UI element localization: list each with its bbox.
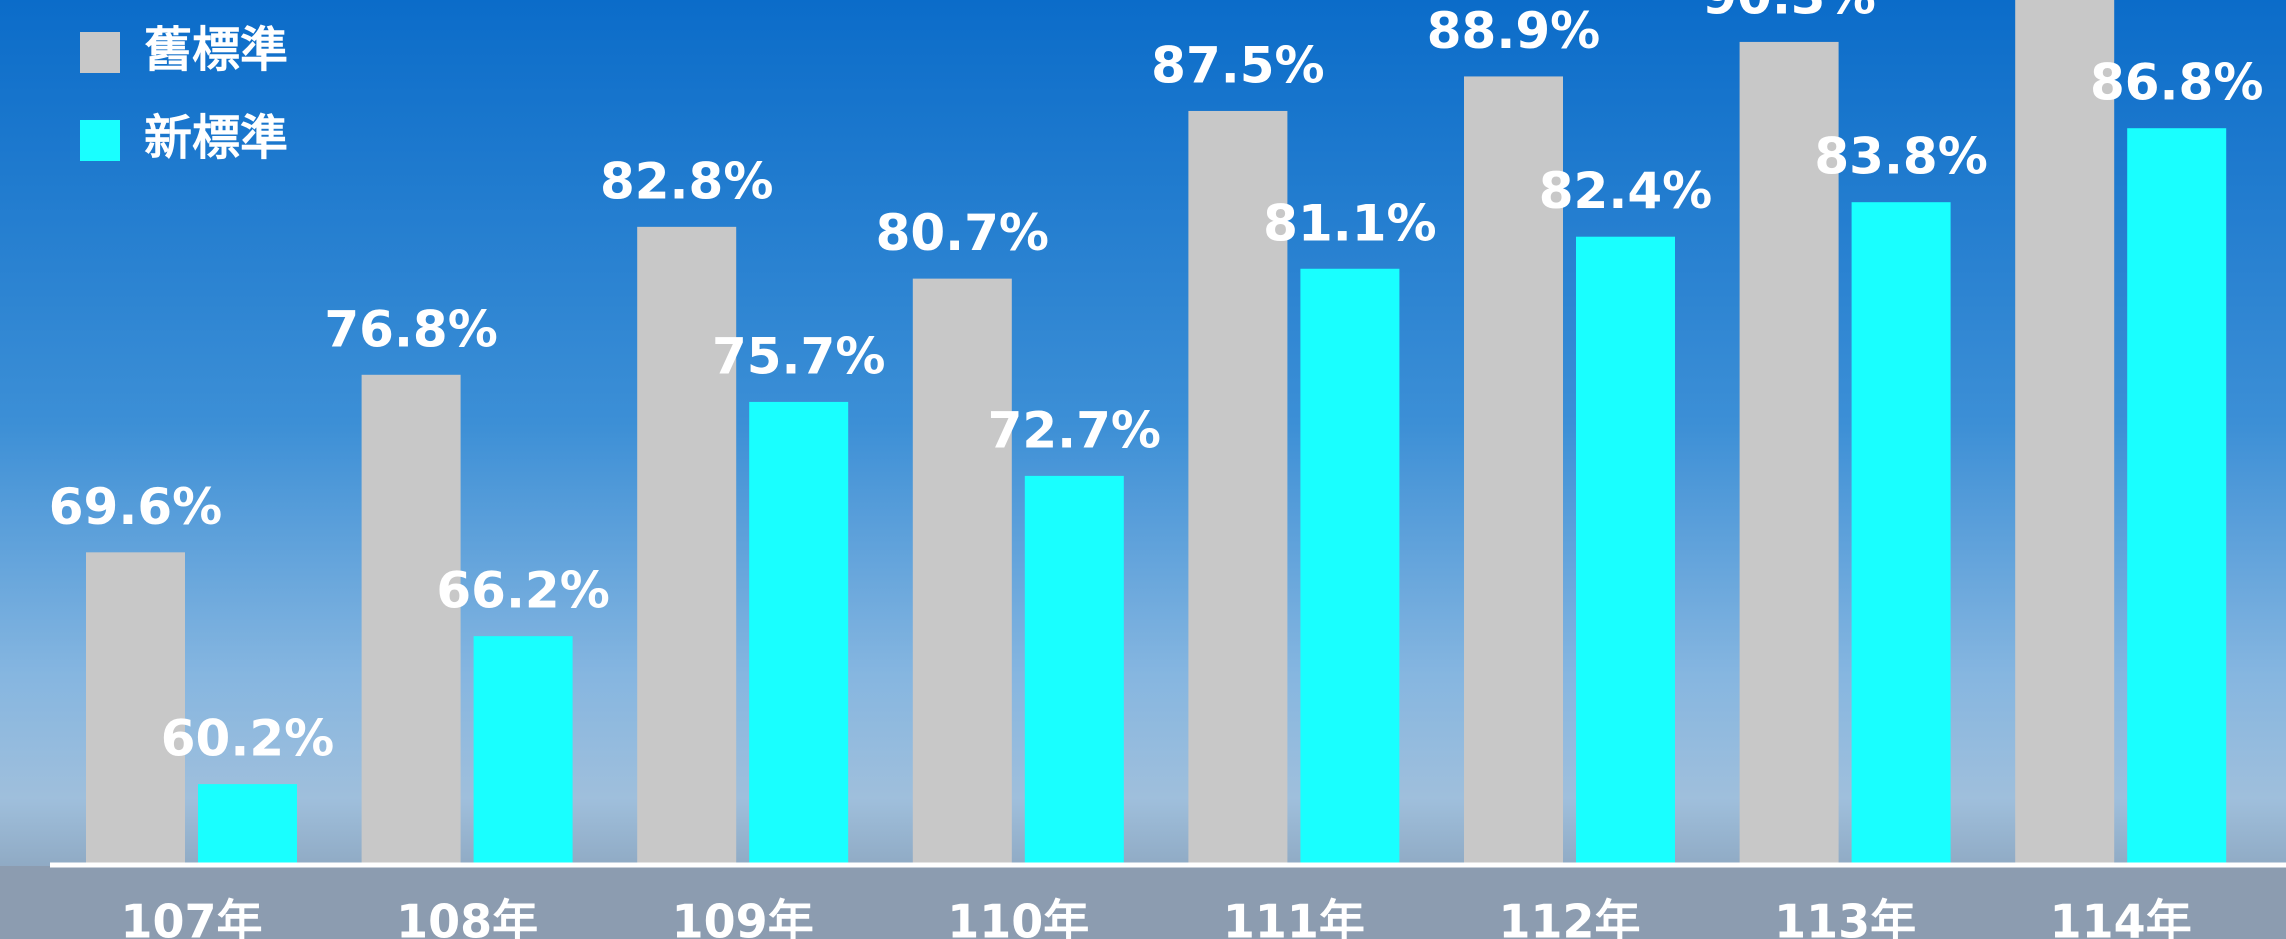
data-label: 86.8% — [2090, 54, 2263, 112]
bar — [1851, 202, 1951, 863]
data-label: 83.8% — [1814, 128, 1987, 186]
data-label: 88.9% — [1427, 2, 1600, 60]
bar — [637, 226, 737, 864]
legend-label: 舊標準 — [144, 22, 288, 78]
data-label: 87.5% — [1151, 36, 1324, 94]
plot-area — [86, 0, 2227, 864]
data-label: 66.2% — [436, 562, 609, 620]
bar — [198, 784, 297, 863]
x-tick-label: 114年 — [2050, 895, 2192, 939]
bar — [86, 552, 185, 863]
data-label: 82.8% — [600, 152, 773, 210]
bar — [2015, 0, 2115, 864]
bar — [1300, 268, 1400, 864]
data-label: 80.7% — [876, 204, 1049, 262]
bar — [1576, 236, 1675, 864]
data-label: 69.6% — [49, 478, 222, 536]
bar — [912, 278, 1012, 863]
data-label: 72.7% — [988, 401, 1161, 459]
legend-swatch — [80, 32, 120, 73]
bar — [1188, 110, 1288, 863]
x-tick-label: 108年 — [396, 895, 538, 939]
bar — [473, 636, 573, 863]
x-tick-label: 113年 — [1774, 895, 1916, 939]
data-label: 60.2% — [161, 710, 334, 768]
bar — [1739, 41, 1839, 864]
data-label: 75.7% — [712, 327, 885, 385]
x-tick-label: 109年 — [672, 895, 814, 939]
x-tick-label: 112年 — [1498, 895, 1640, 939]
bar — [1464, 76, 1563, 864]
data-label: 76.8% — [324, 300, 497, 358]
bar — [361, 374, 461, 863]
data-label: 82.4% — [1539, 162, 1712, 220]
x-tick-label: 110年 — [947, 895, 1089, 939]
legend-label: 新標準 — [144, 110, 288, 166]
data-label: 81.1% — [1263, 194, 1436, 252]
legend-swatch — [80, 120, 120, 161]
x-tick-label: 107年 — [120, 895, 262, 939]
bar — [749, 401, 849, 863]
data-label: 90.3% — [1702, 0, 1875, 25]
bar — [2127, 128, 2227, 863]
bar — [1024, 475, 1124, 863]
x-tick-label: 111年 — [1223, 895, 1365, 939]
city-ground — [0, 866, 2286, 939]
